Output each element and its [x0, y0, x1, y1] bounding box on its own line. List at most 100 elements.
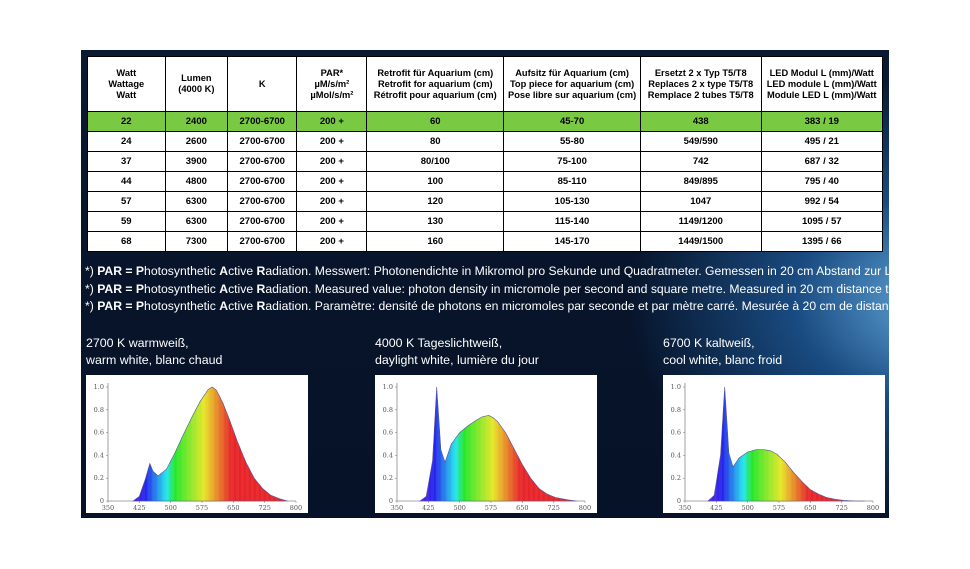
acronym-letter: R [256, 299, 266, 313]
header-line: Watt [116, 67, 137, 78]
x-tick-label: 650 [516, 504, 528, 512]
table-cell: 2700-6700 [227, 191, 298, 212]
x-tick-label: 725 [835, 504, 847, 512]
acronym-letter: R [256, 281, 266, 296]
table-cell: 742 [640, 151, 762, 172]
table-cell: 24 [87, 131, 166, 152]
table-cell: 55-80 [503, 131, 642, 152]
table-cell: 59 [87, 211, 166, 232]
y-tick-label: 0.2 [94, 474, 104, 482]
x-tick-label: 425 [710, 504, 722, 512]
footnote-marker: *) [85, 264, 98, 278]
table-row: 57 6300 2700-6700 200 +120 105-130 1047 992 / … [87, 191, 883, 212]
acronym-word: hotosynthetic [144, 281, 220, 296]
table-cell: 80/100 [366, 151, 505, 172]
x-tick-label: 500 [164, 504, 176, 512]
header-line: LED Modul L (mm)/Watt [769, 67, 874, 78]
header-line: (4000 K) [178, 84, 215, 94]
table-cell: 22 [87, 111, 166, 132]
spectrum-title-6700k: 6700 K kaltweiß, cool white, blanc froid [663, 335, 782, 369]
equals-sign: = [122, 281, 136, 296]
header-line: Aufsitz für Aquarium (cm) [515, 67, 629, 78]
table-cell: 2700-6700 [227, 171, 298, 192]
spectrum-title-2700k: 2700 K warmweiß, warm white, blanc chaud [86, 335, 222, 369]
footnote-line: *) PAR = Photosynthetic Active Radiation… [85, 298, 889, 316]
footnote-line: *) PAR = Photosynthetic Active Radiation… [85, 281, 889, 299]
header-line: Ersetzt 2 x Typ T5/T8 [654, 67, 747, 78]
table-row: 22 2400 2700-6700 200 +60 45-70 438 383 / 19 [87, 111, 883, 132]
par-term: PAR [97, 299, 123, 313]
y-tick-label: 0.2 [671, 474, 681, 482]
header-line: Remplace 2 tubes T5/T8 [647, 89, 754, 100]
table-cell: 1449/1500 [640, 231, 762, 252]
header-line: Retrofit for aquarium (cm) [377, 78, 493, 89]
y-tick-label: 0.2 [383, 474, 393, 482]
spectrum-area [419, 386, 577, 502]
x-tick-label: 800 [867, 504, 879, 512]
table-cell: 795 / 40 [760, 171, 883, 192]
acronym-letter: A [219, 264, 229, 278]
header-line: Watt [116, 89, 137, 100]
acronym-word: hotosynthetic [144, 299, 220, 313]
x-tick-label: 725 [547, 504, 559, 512]
table-cell: 687 / 32 [760, 151, 883, 172]
footnote-text: Paramètre: densité de photons en micromo… [314, 299, 889, 313]
table-header-row: Watt Wattage Watt Lumen (4000 K) K PAR* µM/s/m²… [87, 56, 883, 112]
table-header-cell: Retrofit für Aquarium (cm) Retrofit for a… [366, 56, 505, 112]
table-cell: 145-170 [503, 231, 642, 252]
table-cell: 37 [87, 151, 166, 172]
table-cell: 2700-6700 [227, 211, 298, 232]
table-cell: 2700-6700 [227, 151, 298, 172]
table-cell: 45-70 [503, 111, 642, 132]
acronym-letter: A [219, 281, 229, 296]
acronym-letter: P [135, 281, 145, 296]
acronym-word: ctive [228, 281, 257, 296]
y-tick-label: 0 [677, 497, 681, 505]
table-cell: 57 [87, 191, 166, 212]
table-cell: 1047 [640, 191, 762, 212]
table-row: 68 7300 2700-6700 200 +160 145-170 1449/1500 1… [87, 231, 883, 252]
table-cell: 6300 [164, 211, 229, 232]
acronym-word: adiation. [265, 264, 312, 278]
spectrum-chart-6700k: 1.0 0.8 0.6 0.4 0.2 0 350 425 500 575 650 725 800 [663, 375, 885, 513]
acronym-word: adiation. [265, 299, 312, 313]
y-tick-label: 0.4 [383, 451, 393, 459]
acronym-letter: P [135, 299, 145, 313]
table-cell: 6300 [164, 191, 229, 212]
table-cell: 549/590 [640, 131, 762, 152]
table-header-cell: Ersetzt 2 x Typ T5/T8 Replaces 2 x type T… [640, 56, 762, 112]
table-row: 24 2600 2700-6700 200 +80 55-80 549/590 495 / … [87, 131, 883, 152]
table-cell: 1395 / 66 [760, 231, 883, 252]
table-cell: 85-110 [503, 171, 642, 192]
table-cell: 3900 [164, 151, 229, 172]
info-panel: Watt Wattage Watt Lumen (4000 K) K PAR* µM/s/m²… [81, 50, 889, 518]
footnote-marker: *) [85, 281, 98, 296]
header-line: LED module L (mm)/Watt [766, 78, 877, 89]
y-tick-label: 1.0 [671, 383, 681, 391]
acronym-word: ctive [228, 299, 257, 313]
table-header-cell: Aufsitz für Aquarium (cm) Top piece for a… [503, 56, 642, 112]
spectrum-title-line-2: daylight white, lumière du jour [375, 353, 539, 367]
acronym-letter: P [135, 264, 145, 278]
table-cell: 1095 / 57 [760, 211, 883, 232]
table-cell: 105-130 [503, 191, 642, 212]
x-tick-label: 500 [741, 504, 753, 512]
spectrum-chart-2700k: 1.0 0.8 0.6 0.4 0.2 0 350 425 500 575 650 725 800 [86, 375, 308, 513]
header-line: Retrofit für Aquarium (cm) [377, 67, 494, 78]
y-tick-label: 1.0 [383, 383, 393, 391]
table-header-cell: K [227, 56, 298, 112]
table-cell: 992 / 54 [760, 191, 883, 212]
spectrum-title-4000k: 4000 K Tageslichtweiß, daylight white, l… [375, 335, 539, 369]
footnote-text: Measured value: photon density in microm… [311, 281, 889, 296]
equals-sign: = [122, 299, 136, 313]
y-tick-label: 0 [100, 497, 104, 505]
spectrum-title-line-1: 4000 K Tageslichtweiß, [375, 336, 503, 350]
y-tick-label: 0.6 [671, 429, 681, 437]
equals-sign: = [122, 264, 136, 278]
header-line: µM/s/m² [314, 78, 350, 89]
footnote-marker: *) [85, 299, 98, 313]
x-tick-label: 575 [485, 504, 497, 512]
spectrum-area [707, 386, 865, 502]
table-cell: 115-140 [503, 211, 642, 232]
